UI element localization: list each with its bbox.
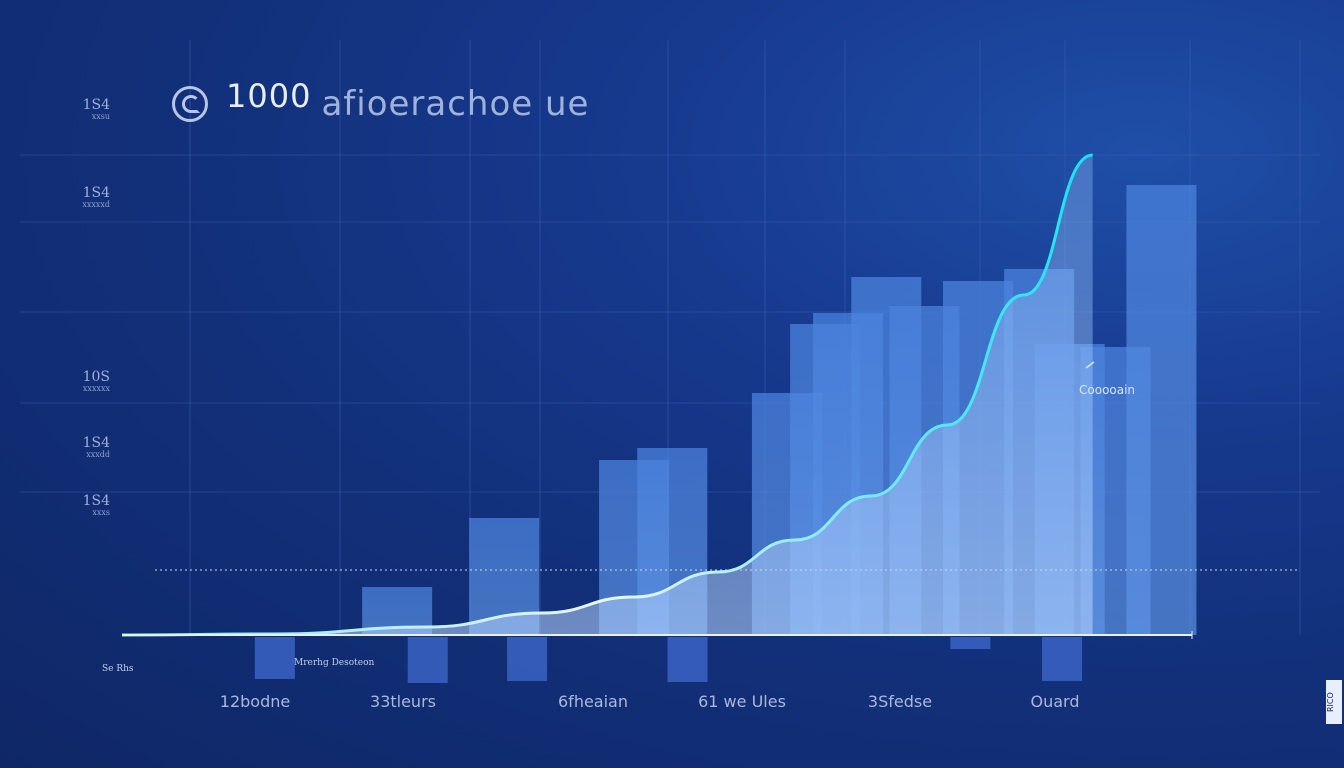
left-small-label: Se Rhs xyxy=(102,664,134,674)
y-tick-1: 1S4 xxsu xyxy=(82,97,110,121)
bar-13 xyxy=(1126,185,1197,635)
x-tick-6: Ouard xyxy=(1030,692,1080,711)
x-tick-3: 6fheaian xyxy=(558,692,628,711)
x-tick-5: 3Sfedse xyxy=(867,692,933,711)
y-tick-3: 10S xxxxxx xyxy=(82,369,110,393)
negative-bar-label: Mrerhg Desoteon xyxy=(294,658,375,668)
y-tick-5: 1S4 xxxs xyxy=(82,493,110,517)
x-tick-4: 61 we Ules xyxy=(698,692,786,711)
annotation-tick xyxy=(1085,361,1095,369)
y-tick-2: 1S4 xxxxxd xyxy=(82,185,110,209)
corner-badge: RICO xyxy=(1326,680,1342,724)
chart-title: 1000 afioerachoe ue xyxy=(172,77,590,124)
neg-bar-0 xyxy=(254,637,295,679)
curve-annotation: Cooooain xyxy=(1079,383,1136,397)
x-tick-2: 33tleurs xyxy=(370,692,436,711)
neg-bar-5 xyxy=(1042,637,1083,681)
neg-bar-4 xyxy=(950,637,991,649)
neg-bar-1 xyxy=(407,637,448,683)
neg-bar-3 xyxy=(667,637,708,682)
y-tick-4: 1S4 xxxdd xyxy=(82,435,110,459)
x-tick-1: 12bodne xyxy=(219,692,291,711)
title-number: 1000 xyxy=(226,77,312,115)
curve-area xyxy=(122,155,1093,635)
title-text: afioerachoe ue xyxy=(321,84,590,124)
neg-bar-2 xyxy=(507,637,548,681)
logo-icon xyxy=(172,86,208,122)
